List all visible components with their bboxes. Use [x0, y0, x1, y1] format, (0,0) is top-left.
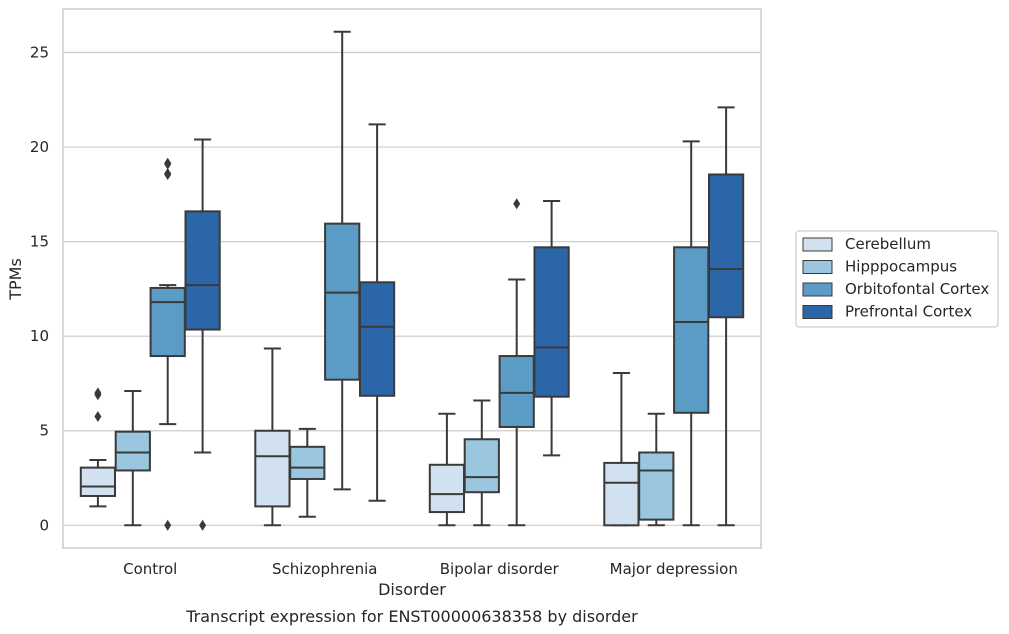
box: [324, 222, 361, 381]
box: [358, 281, 396, 397]
y-axis-ticks: 0 5 10 15 20 25: [30, 43, 49, 534]
x-axis-label: Disorder: [378, 580, 446, 599]
box-group: [289, 427, 326, 518]
legend-box: [795, 230, 999, 328]
y-tick-label: 0: [39, 516, 49, 534]
box: [79, 466, 117, 497]
y-tick-label: 20: [30, 138, 49, 156]
box-group: [603, 372, 640, 527]
outlier-point: [94, 387, 102, 399]
y-tick-label: 10: [30, 327, 49, 345]
box-group: [79, 387, 117, 508]
box: [184, 210, 221, 331]
box-group: [254, 347, 291, 527]
box-group: [498, 198, 535, 527]
box-group: [114, 390, 151, 527]
legend-swatch: [802, 237, 833, 252]
box: [254, 429, 291, 508]
legend-label: Cerebellum: [845, 235, 931, 253]
box: [498, 355, 535, 428]
x-tick-label: Control: [123, 560, 177, 578]
legend-label: Prefrontal Cortex: [845, 303, 972, 321]
x-axis-ticks: Control Schizophrenia Bipolar disorder Majo…: [123, 560, 738, 578]
box-group: [673, 140, 710, 527]
y-tick-label: 25: [30, 43, 49, 61]
box-group: [324, 30, 361, 491]
box: [603, 461, 640, 527]
box: [707, 173, 745, 319]
box-group: [428, 412, 466, 527]
box-group: [638, 412, 675, 527]
box-series: [79, 30, 745, 531]
x-tick-label: Major depression: [610, 560, 738, 578]
y-axis-label: TPMs: [6, 258, 25, 301]
box: [149, 286, 186, 358]
box: [638, 451, 675, 521]
outlier-point: [513, 198, 521, 210]
legend-swatch: [802, 260, 833, 274]
plot-frame: [62, 8, 762, 549]
box: [428, 463, 466, 514]
legend-label: Hipppocampus: [845, 258, 957, 276]
box-group: [184, 138, 221, 531]
box-group: [149, 157, 186, 531]
box: [673, 246, 710, 414]
outlier-point: [164, 168, 172, 180]
box-group: [533, 199, 570, 457]
box-group: [463, 399, 500, 527]
x-tick-label: Schizophrenia: [272, 560, 377, 578]
outlier-point: [199, 519, 207, 531]
chart-caption: Transcript expression for ENST0000063835…: [185, 607, 638, 626]
box: [289, 445, 326, 480]
legend: Cerebellum Hipppocampus Orbitofontal Corte…: [795, 230, 999, 328]
outlier-point: [164, 519, 172, 531]
box: [533, 246, 570, 398]
outlier-point: [94, 411, 102, 423]
y-tick-label: 15: [30, 233, 49, 251]
legend-label: Orbitofontal Cortex: [845, 280, 989, 298]
legend-swatch: [802, 282, 833, 297]
legend-swatch: [802, 305, 833, 319]
x-tick-label: Bipolar disorder: [440, 560, 560, 578]
y-tick-label: 5: [39, 422, 49, 440]
outlier-point: [164, 157, 172, 169]
box: [114, 430, 151, 472]
box-group: [707, 106, 745, 527]
box: [463, 438, 500, 494]
box-group: [358, 123, 396, 502]
